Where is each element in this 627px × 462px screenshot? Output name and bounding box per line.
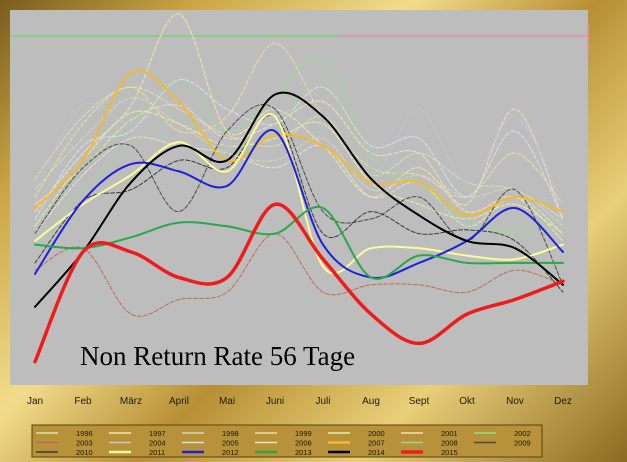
legend-label-2001: 2001	[441, 429, 458, 438]
x-tick-label: Dez	[554, 396, 572, 407]
legend: 1996 1997 1998 1999 2000 2001 2002 2003 2004 2005…	[36, 429, 531, 457]
series-line-2006	[34, 136, 564, 235]
series-line-2013	[34, 205, 564, 280]
series-line-2010	[34, 114, 564, 293]
series-line-2004	[34, 101, 564, 205]
legend-label-1999: 1999	[295, 429, 312, 438]
legend-label-2011: 2011	[149, 448, 165, 457]
legend-label-2003: 2003	[76, 439, 93, 448]
x-axis-ticks: Jan Feb März April Mai Juni Juli Aug Sept Okt Nov D…	[27, 396, 572, 407]
series-line-2003	[34, 233, 564, 317]
chart-title: Non Return Rate 56 Tage	[80, 341, 355, 371]
legend-label-1997: 1997	[149, 429, 166, 438]
legend-label-2014: 2014	[368, 448, 385, 457]
legend-label-2002: 2002	[514, 429, 531, 438]
x-tick-label: Nov	[506, 396, 524, 407]
legend-label-2000: 2000	[368, 429, 385, 438]
legend-label-2005: 2005	[222, 439, 239, 448]
series-line-2015	[33, 202, 565, 364]
reference-line	[10, 23, 589, 58]
x-tick-label: Juni	[266, 396, 284, 407]
x-tick-label: März	[120, 396, 142, 407]
x-tick-label: Aug	[362, 396, 380, 407]
legend-label-2007: 2007	[368, 439, 385, 448]
legend-label-1998: 1998	[222, 429, 239, 438]
legend-label-2004: 2004	[149, 439, 166, 448]
series-lines	[33, 13, 565, 364]
x-tick-label: April	[169, 396, 189, 407]
series-line-2012	[34, 129, 564, 280]
legend-label-1996: 1996	[76, 429, 93, 438]
series-line-2008	[34, 79, 564, 249]
x-tick-label: Feb	[74, 396, 92, 407]
series-line-2002	[34, 55, 564, 235]
legend-box	[31, 424, 543, 458]
legend-label-2006: 2006	[295, 439, 312, 448]
series-line-2001	[34, 100, 564, 220]
legend-label-2013: 2013	[295, 448, 312, 457]
series-line-2014	[34, 91, 564, 308]
x-tick-label: Okt	[459, 396, 475, 407]
legend-label-2010: 2010	[76, 448, 93, 457]
legend-label-2015: 2015	[441, 448, 458, 457]
x-tick-label: Mai	[219, 396, 235, 407]
legend-label-2009: 2009	[514, 439, 531, 448]
x-tick-label: Sept	[409, 396, 430, 407]
x-tick-label: Jan	[27, 396, 43, 407]
series-line-1997	[34, 13, 564, 242]
legend-label-2012: 2012	[222, 448, 239, 457]
series-line-2005	[34, 79, 564, 220]
plot-area	[10, 10, 588, 385]
legend-label-2008: 2008	[441, 439, 458, 448]
x-tick-label: Juli	[315, 396, 330, 407]
